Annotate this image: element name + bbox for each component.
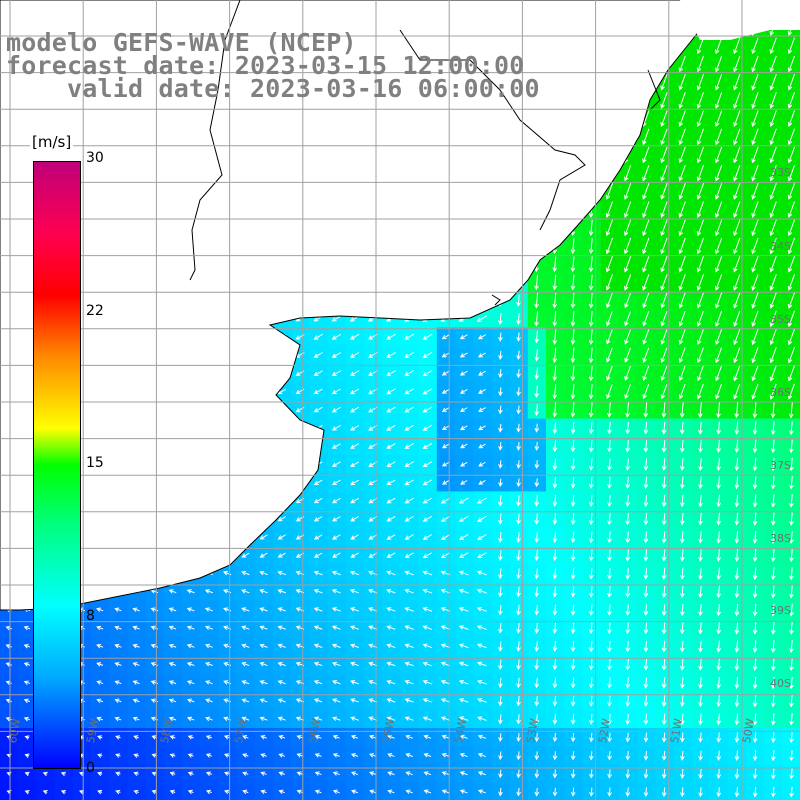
lat-label: 38S [770, 532, 791, 545]
land-mask [0, 0, 701, 611]
colorbar [33, 161, 81, 769]
lat-label: 33S [770, 166, 791, 179]
colorbar-tick: 30 [86, 150, 104, 166]
lat-label: 35S [770, 313, 791, 326]
lat-label: 39S [770, 604, 791, 617]
colorbar-tick: 15 [86, 455, 104, 471]
lat-label: 40S [770, 677, 791, 690]
model-title: modelo GEFS-WAVE (NCEP) [6, 28, 357, 57]
colorbar-unit: [m/s] [30, 133, 74, 151]
colorbar-tick: 22 [86, 303, 104, 319]
lat-label: 34S [770, 240, 791, 253]
colorbar-tick: 0 [86, 760, 95, 776]
coastline [189, 0, 661, 306]
lat-label: 37S [770, 459, 791, 472]
forecast-date: forecast date: 2023-03-15 12:00:00 [6, 51, 525, 80]
lat-label: 36S [770, 386, 791, 399]
colorbar-tick: 8 [86, 608, 95, 624]
valid-date: valid date: 2023-03-16 06:00:00 [6, 74, 540, 103]
